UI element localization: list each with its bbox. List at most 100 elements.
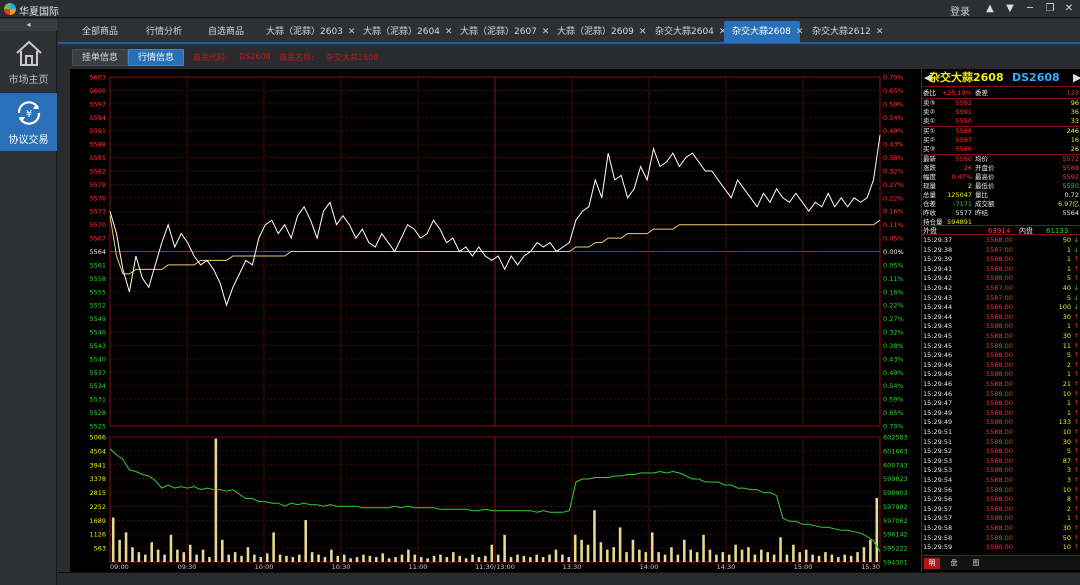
trade-time: 15:29:51 <box>923 428 953 436</box>
close-tab-icon[interactable]: ✕ <box>444 27 453 37</box>
tab-ds2603-mud[interactable]: 大蒜（泥蒜）2603 ✕ <box>264 21 356 43</box>
volume-tick-label: 3378 <box>89 475 106 483</box>
trade-volume: 50 <box>1062 236 1071 244</box>
restore-icon[interactable]: ❐ <box>1045 3 1055 14</box>
quote-value: 5587 <box>955 136 972 144</box>
intraday-chart[interactable]: 5603 0.70% 5600 0.65% 5597 0.59% 5594 0.54% 5591… <box>70 69 921 572</box>
quote-value: 125047 <box>947 191 972 199</box>
dropdown-icon[interactable]: ▼ <box>1006 3 1014 14</box>
close-tab-icon[interactable]: ✕ <box>638 27 647 37</box>
quote-value: 5577 <box>955 209 972 217</box>
trade-row: 15:29:43 5587.00 5 ↓ <box>922 294 1080 303</box>
tab-quote-info[interactable]: 行情信息 <box>128 49 184 66</box>
trade-volume: 11 <box>1062 341 1071 350</box>
close-tab-icon[interactable]: ✕ <box>718 27 727 37</box>
quote-value: 5550 <box>1062 182 1079 190</box>
tab-favorites[interactable]: 自选商品 <box>196 21 256 43</box>
divider <box>922 86 1080 87</box>
tab-chart[interactable]: 图 <box>972 559 980 567</box>
tab-orderbook[interactable]: 盘 <box>950 559 958 567</box>
login-button[interactable]: 登录 <box>950 7 970 18</box>
volume-bar <box>753 554 757 562</box>
price-tick-label: 5549 <box>89 315 106 323</box>
oi-tick-label: 597982 <box>883 503 908 511</box>
close-tab-icon[interactable]: ✕ <box>347 27 356 37</box>
tab-all-goods[interactable]: 全部商品 <box>70 21 130 43</box>
volume-bar <box>439 554 442 562</box>
close-tab-icon[interactable]: ✕ <box>795 27 804 37</box>
trade-price: 5588.00 <box>986 524 1013 532</box>
tab-ds2609-mud[interactable]: 大蒜（泥蒜）2609 ✕ <box>555 21 647 43</box>
tab-ds2607-mud[interactable]: 大蒜（泥蒜）2607 ✕ <box>458 21 550 43</box>
trade-price: 5587.00 <box>986 245 1013 254</box>
divider <box>922 126 1080 127</box>
trade-time: 15:29:46 <box>923 389 953 398</box>
volume-bar <box>144 554 147 562</box>
trade-direction-icon: ↑ <box>1073 370 1079 379</box>
close-tab-icon[interactable]: ✕ <box>541 27 550 37</box>
minimize-icon[interactable]: ─ <box>1026 3 1034 14</box>
trade-time: 15:29:59 <box>923 543 953 552</box>
trade-time: 15:29:45 <box>923 341 953 350</box>
price-tick-label: 5546 <box>89 329 106 337</box>
volume-bar <box>195 554 198 562</box>
volume-bar <box>535 554 538 562</box>
trade-time: 15:29:57 <box>923 504 953 513</box>
trade-price: 5588.00 <box>986 504 1013 513</box>
quote-label: 买③ <box>923 145 936 153</box>
quote-value: 96 <box>1070 99 1079 107</box>
volume-bar <box>849 555 853 562</box>
quote-row: 最新 5590 均价 5572 <box>922 155 1080 163</box>
oi-tick-label: 601663 <box>883 447 908 455</box>
quote-label: 均价 <box>975 155 988 163</box>
quote-panel: ◀ 杂交大蒜2608 DS2608 ▶ 委比 +25.19% 委差 123 卖③ 5592… <box>921 69 1080 572</box>
tab-hybrid-2608[interactable]: 杂交大蒜2608 ✕ <box>724 21 803 43</box>
price-tick-label: 5585 <box>89 154 106 162</box>
tab-hybrid-2604[interactable]: 杂交大蒜2604 ✕ <box>653 21 726 43</box>
trade-direction-icon: ↑ <box>1073 341 1079 350</box>
time-tick-label: 09:00 <box>110 563 129 571</box>
sidebar-item-market-home[interactable]: 市场主页 <box>0 33 57 91</box>
price-tick-label: 5588 <box>89 141 106 149</box>
trade-price: 5588.00 <box>986 476 1013 484</box>
tab-order-info[interactable]: 挂单信息 <box>72 49 128 66</box>
quote-row: 昨收 5577 昨结 5564 <box>922 209 1080 217</box>
quote-value: +25.19% <box>941 89 972 97</box>
trade-volume: 10 <box>1062 485 1071 494</box>
sidebar-collapse-icon[interactable]: ◂ <box>0 19 57 31</box>
volume-bar <box>169 534 173 562</box>
tab-label: 大蒜（泥蒜）2603 <box>266 27 343 37</box>
trade-direction-icon: ↑ <box>1073 524 1079 532</box>
trade-time: 15:29:53 <box>923 466 953 475</box>
sidebar-item-protocol-trade[interactable]: ¥ 协议交易 <box>0 93 57 151</box>
prev-instrument-icon[interactable]: ◀ <box>924 71 933 84</box>
trade-price: 5588.00 <box>986 533 1013 542</box>
price-tick-label: 5567 <box>89 235 106 243</box>
trade-volume: 2 <box>1066 360 1071 369</box>
volume-bar <box>464 558 468 562</box>
pct-tick-label: 0.70% <box>883 423 904 431</box>
price-tick-label: 5534 <box>89 382 106 390</box>
tab-detail[interactable]: 明 <box>924 558 940 569</box>
volume-bar <box>387 558 391 562</box>
volume-bar <box>625 552 628 562</box>
oi-tick-label: 597062 <box>883 517 908 525</box>
trade-price: 5588.00 <box>986 380 1013 388</box>
trade-row: 15:29:41 5588.00 1 ↑ <box>922 265 1080 274</box>
tab-ds2604-mud[interactable]: 大蒜（泥蒜）2604 ✕ <box>361 21 453 43</box>
next-instrument-icon[interactable]: ▶ <box>1073 71 1080 84</box>
app-title: 华夏国际 <box>19 7 59 18</box>
close-icon[interactable]: ✕ <box>1064 3 1074 14</box>
quote-value: 0.47% <box>951 173 972 181</box>
tab-market-analysis[interactable]: 行情分析 <box>134 21 194 43</box>
close-tab-icon[interactable]: ✕ <box>875 27 884 37</box>
shirt-icon[interactable]: ▲ <box>986 3 994 14</box>
pct-tick-label: 0.49% <box>883 127 904 135</box>
trade-direction-icon: ↑ <box>1073 332 1079 340</box>
trade-time: 15:29:49 <box>923 418 953 427</box>
trade-volume: 1 <box>1066 245 1071 254</box>
quote-label: 总量 <box>923 191 936 199</box>
tab-bar: 全部商品 行情分析 自选商品 大蒜（泥蒜）2603 ✕ 大蒜（泥蒜）2604 ✕ 大… <box>58 19 1080 44</box>
tab-hybrid-2612[interactable]: 杂交大蒜2612 ✕ <box>810 21 883 43</box>
outer-inner-bar: 外盘 63914 内盘 61133 <box>922 225 1080 235</box>
